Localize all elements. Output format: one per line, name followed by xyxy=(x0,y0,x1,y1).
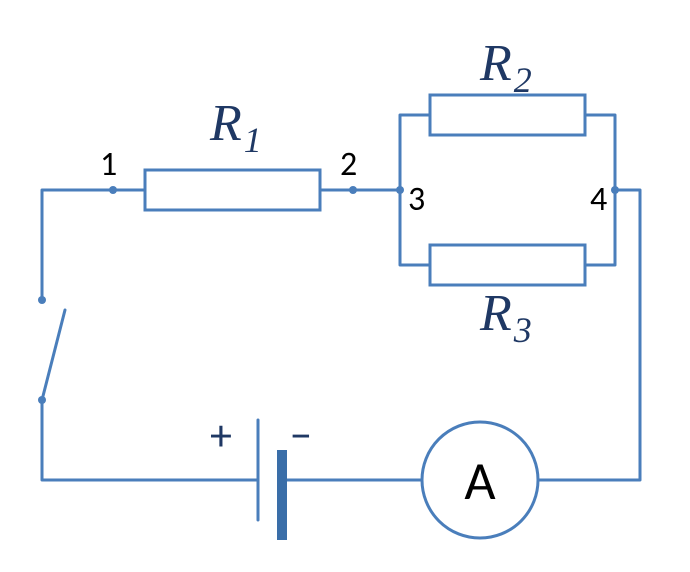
resistor-r1 xyxy=(145,170,320,210)
battery-plus-label: + xyxy=(210,408,232,462)
switch-terminal-top xyxy=(38,296,46,304)
node-label-3: 3 xyxy=(408,179,425,220)
node-dot-1 xyxy=(109,186,117,194)
battery-minus-label: − xyxy=(290,408,312,462)
node-dot-2 xyxy=(349,186,357,194)
node-dot-3 xyxy=(396,186,404,194)
ammeter-label: A xyxy=(464,448,496,514)
resistor-r2 xyxy=(430,95,585,135)
resistor-r3 xyxy=(430,245,585,285)
switch-terminal-bottom xyxy=(38,396,46,404)
node-label-1: 1 xyxy=(100,144,117,185)
node-label-2: 2 xyxy=(340,144,357,185)
node-dot-4 xyxy=(611,186,619,194)
node-label-4: 4 xyxy=(590,179,607,220)
